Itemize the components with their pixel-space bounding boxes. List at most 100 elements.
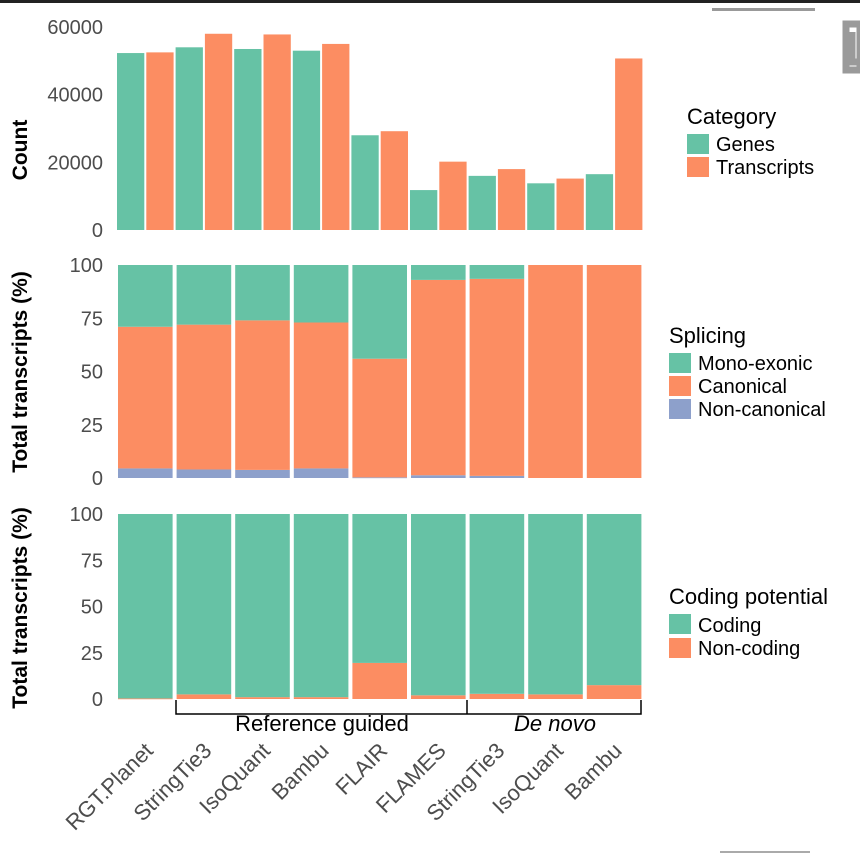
bar-genes <box>468 175 496 230</box>
bar-segment-non-coding <box>176 694 232 699</box>
legend-swatch-non-coding <box>669 638 691 658</box>
y-tick-label: 0 <box>92 220 103 242</box>
legend-title: Category <box>687 104 776 129</box>
window-top-border <box>0 0 860 3</box>
bar-segment-canonical <box>293 322 349 469</box>
bar-genes <box>234 48 262 230</box>
footer-url-mark <box>720 851 810 853</box>
bar-segment-canonical <box>469 278 525 476</box>
bar-segment-mono-exonic <box>235 265 290 321</box>
bar-segment-non-canonical <box>235 469 290 478</box>
y-tick-label: 60000 <box>47 17 103 39</box>
bar-segment-mono-exonic <box>411 265 466 280</box>
bar-segment-coding <box>118 514 173 699</box>
legend-swatch-canonical <box>669 376 691 396</box>
bar-transcripts <box>322 43 350 230</box>
y-tick-label: 25 <box>81 415 103 437</box>
bar-segment-coding <box>528 514 583 695</box>
bar-segment-coding <box>411 514 466 696</box>
legend-splicing: Splicing Mono-exonic Canonical Non-canon… <box>669 323 826 421</box>
bar-segment-canonical <box>586 265 642 478</box>
y-tick-label: 0 <box>92 468 103 490</box>
bar-transcripts <box>497 169 526 230</box>
y-tick-label: 20000 <box>47 152 103 174</box>
x-tick-label: Bambu <box>267 738 334 805</box>
bar-segment-mono-exonic <box>118 265 173 327</box>
bar-transcripts <box>615 58 643 231</box>
bar-segment-non-coding <box>235 697 290 699</box>
bar-segment-canonical <box>352 358 407 478</box>
legend-swatch-transcripts <box>687 157 709 177</box>
legend-label: Mono-exonic <box>698 353 813 375</box>
y-tick-label: 40000 <box>47 85 103 107</box>
legend-label: Canonical <box>698 376 787 398</box>
journal-logo-fragment <box>842 20 860 74</box>
bar-genes <box>410 190 438 230</box>
y-tick-label: 0 <box>92 689 103 711</box>
legend-label: Transcripts <box>716 157 814 179</box>
bar-segment-non-coding <box>469 693 525 699</box>
bar-segment-mono-exonic <box>469 265 525 279</box>
bar-segment-mono-exonic <box>176 265 232 325</box>
bar-segment-non-coding <box>586 685 642 699</box>
journal-header-mark <box>712 8 815 11</box>
y-tick-label: 75 <box>81 550 103 572</box>
bar-segment-coding <box>469 514 525 694</box>
bar-segment-non-canonical <box>293 468 349 478</box>
group-brackets: Reference guided De novo <box>175 700 642 736</box>
y-tick-label: 25 <box>81 643 103 665</box>
bar-segment-canonical <box>528 265 583 478</box>
bar-segment-non-coding <box>118 698 173 700</box>
bar-segment-non-canonical <box>176 469 232 478</box>
legend-swatch-coding <box>669 614 691 634</box>
legend-coding: Coding potential Coding Non-coding <box>669 584 828 660</box>
bar-segment-non-canonical <box>118 468 173 478</box>
bar-segment-canonical <box>176 324 232 470</box>
x-tick-label: Bambu <box>560 738 627 805</box>
legend-label: Genes <box>716 134 775 156</box>
legend-swatch-non-canonical <box>669 399 691 419</box>
y-tick-label: 50 <box>81 597 103 619</box>
bar-transcripts <box>263 34 291 231</box>
bar-transcripts <box>439 161 467 230</box>
bar-segment-mono-exonic <box>352 265 407 359</box>
group-label-reference-guided: Reference guided <box>235 711 409 736</box>
bar-segment-mono-exonic <box>293 265 349 323</box>
legend-title: Coding potential <box>669 584 828 609</box>
bar-segment-non-coding <box>352 662 407 699</box>
bar-segment-non-coding <box>411 695 466 699</box>
group-bracket-lines <box>175 700 642 715</box>
y-axis-label: Total transcripts (%) <box>9 507 32 708</box>
legend-label: Coding <box>698 615 761 637</box>
bar-segment-non-coding <box>293 697 349 699</box>
legend-swatch-mono-exonic <box>669 353 691 373</box>
bar-transcripts <box>204 33 233 231</box>
legend-category: Category Genes Transcripts <box>687 104 814 179</box>
bar-segment-canonical <box>118 326 173 469</box>
bar-segment-non-coding <box>528 694 583 699</box>
bar-genes <box>585 174 614 230</box>
bar-segment-coding <box>352 514 407 663</box>
bar-genes <box>117 53 145 230</box>
bar-segment-coding <box>176 514 232 695</box>
bar-genes <box>292 50 321 230</box>
legend-swatch-genes <box>687 134 709 154</box>
bar-segment-coding <box>293 514 349 698</box>
bar-transcripts <box>556 178 584 230</box>
bar-segment-non-canonical <box>469 475 525 478</box>
y-tick-label: 100 <box>70 504 103 526</box>
y-tick-label: 100 <box>70 255 103 277</box>
y-tick-label: 50 <box>81 362 103 384</box>
group-label-de-novo: De novo <box>514 711 596 736</box>
y-axis-label: Count <box>9 120 32 181</box>
bar-segment-coding <box>235 514 290 698</box>
legend-label: Non-canonical <box>698 399 826 421</box>
bar-genes <box>527 183 555 230</box>
y-tick-label: 75 <box>81 308 103 330</box>
bar-transcripts <box>146 52 174 230</box>
bar-segment-non-canonical <box>352 477 407 479</box>
bar-segment-canonical <box>235 320 290 470</box>
legend-title: Splicing <box>669 323 746 348</box>
bar-segment-canonical <box>411 279 466 476</box>
